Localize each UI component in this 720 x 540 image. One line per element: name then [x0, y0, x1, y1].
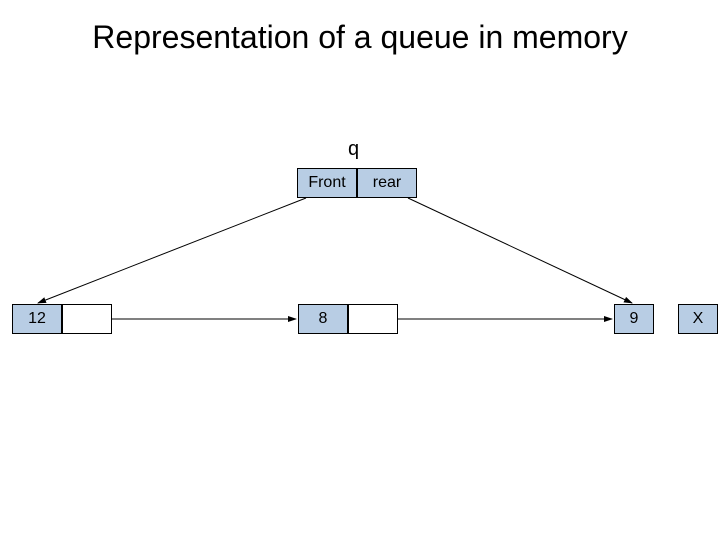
rear-box: rear	[357, 168, 417, 198]
node-9-pointer-text: X	[693, 310, 704, 328]
node-8-value: 8	[298, 304, 348, 334]
q-label: q	[348, 138, 359, 161]
node-9-value: 9	[614, 304, 654, 334]
node-8-value-text: 8	[319, 310, 328, 328]
node-9-value-text: 9	[630, 310, 639, 328]
front-box: Front	[297, 168, 357, 198]
page-title: Representation of a queue in memory	[0, 18, 720, 56]
q-label-text: q	[348, 138, 359, 160]
title-text: Representation of a queue in memory	[92, 19, 627, 55]
node-8-pointer	[348, 304, 398, 334]
rear-label: rear	[373, 174, 401, 192]
front-label: Front	[308, 174, 345, 192]
node-12-value: 12	[12, 304, 62, 334]
node-9-pointer: X	[678, 304, 718, 334]
edges-svg	[0, 0, 720, 540]
node-12-pointer	[62, 304, 112, 334]
node-12-value-text: 12	[28, 310, 46, 328]
